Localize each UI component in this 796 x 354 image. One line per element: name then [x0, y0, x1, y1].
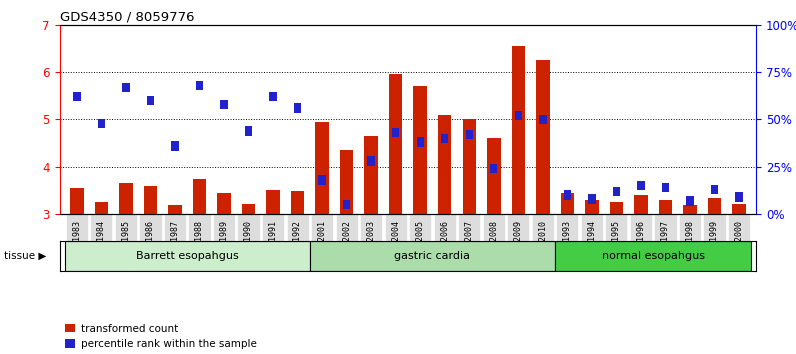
- Bar: [438, 115, 451, 214]
- Bar: [310, 241, 555, 271]
- Bar: [708, 198, 721, 214]
- Bar: [95, 202, 108, 214]
- Text: tissue ▶: tissue ▶: [4, 251, 46, 261]
- Bar: [487, 138, 501, 214]
- Bar: [638, 181, 645, 190]
- Bar: [560, 193, 574, 214]
- Bar: [294, 103, 302, 113]
- Bar: [416, 137, 424, 147]
- Bar: [389, 74, 403, 214]
- Bar: [315, 122, 329, 214]
- Bar: [343, 200, 350, 210]
- Bar: [732, 204, 746, 214]
- Bar: [70, 188, 84, 214]
- Bar: [291, 192, 304, 214]
- Bar: [539, 115, 547, 124]
- Bar: [168, 205, 181, 214]
- Bar: [490, 164, 498, 173]
- Bar: [144, 186, 157, 214]
- Bar: [98, 119, 105, 128]
- Bar: [217, 193, 231, 214]
- Bar: [536, 60, 549, 214]
- Bar: [555, 241, 751, 271]
- Text: Barrett esopahgus: Barrett esopahgus: [136, 251, 239, 261]
- Bar: [196, 81, 203, 90]
- Bar: [73, 92, 80, 102]
- Legend: transformed count, percentile rank within the sample: transformed count, percentile rank withi…: [65, 324, 256, 349]
- Bar: [588, 194, 595, 204]
- Bar: [193, 179, 206, 214]
- Bar: [661, 183, 669, 192]
- Bar: [659, 200, 672, 214]
- Bar: [512, 46, 525, 214]
- Bar: [711, 185, 718, 194]
- Text: GDS4350 / 8059776: GDS4350 / 8059776: [60, 11, 194, 24]
- Bar: [441, 134, 448, 143]
- Bar: [564, 190, 571, 200]
- Bar: [413, 86, 427, 214]
- Bar: [610, 202, 623, 214]
- Bar: [585, 200, 599, 214]
- Bar: [462, 119, 476, 214]
- Bar: [683, 205, 696, 214]
- Bar: [392, 128, 400, 137]
- Bar: [123, 82, 130, 92]
- Bar: [340, 150, 353, 214]
- Bar: [613, 187, 620, 196]
- Bar: [171, 141, 178, 151]
- Bar: [318, 175, 326, 185]
- Bar: [365, 136, 378, 214]
- Bar: [466, 130, 473, 139]
- Bar: [64, 241, 310, 271]
- Bar: [269, 92, 277, 102]
- Bar: [686, 196, 693, 206]
- Text: normal esopahgus: normal esopahgus: [602, 251, 704, 261]
- Bar: [146, 96, 154, 105]
- Bar: [245, 126, 252, 136]
- Bar: [634, 195, 648, 214]
- Bar: [119, 183, 133, 214]
- Text: gastric cardia: gastric cardia: [395, 251, 470, 261]
- Bar: [368, 156, 375, 166]
- Bar: [514, 111, 522, 120]
- Bar: [267, 190, 280, 214]
- Bar: [220, 99, 228, 109]
- Bar: [736, 192, 743, 202]
- Bar: [242, 204, 256, 214]
